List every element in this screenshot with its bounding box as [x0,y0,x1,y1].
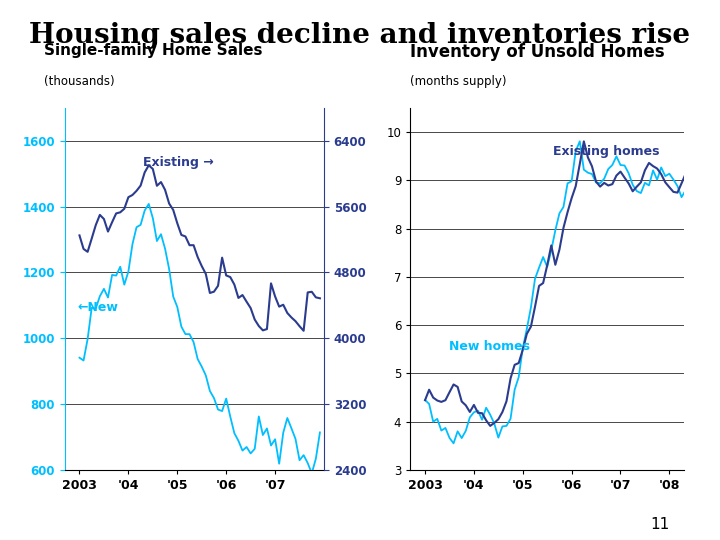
Text: Existing →: Existing → [143,156,213,169]
Text: Single-family Home Sales: Single-family Home Sales [44,43,263,58]
Text: Existing homes: Existing homes [553,145,660,158]
Text: 11: 11 [650,517,670,532]
Text: ←New: ←New [78,301,119,314]
Text: (months supply): (months supply) [410,76,507,89]
Text: New homes: New homes [449,340,530,353]
Text: (thousands): (thousands) [44,76,114,89]
Text: Housing sales decline and inventories rise: Housing sales decline and inventories ri… [30,22,690,49]
Text: Inventory of Unsold Homes: Inventory of Unsold Homes [410,43,665,61]
